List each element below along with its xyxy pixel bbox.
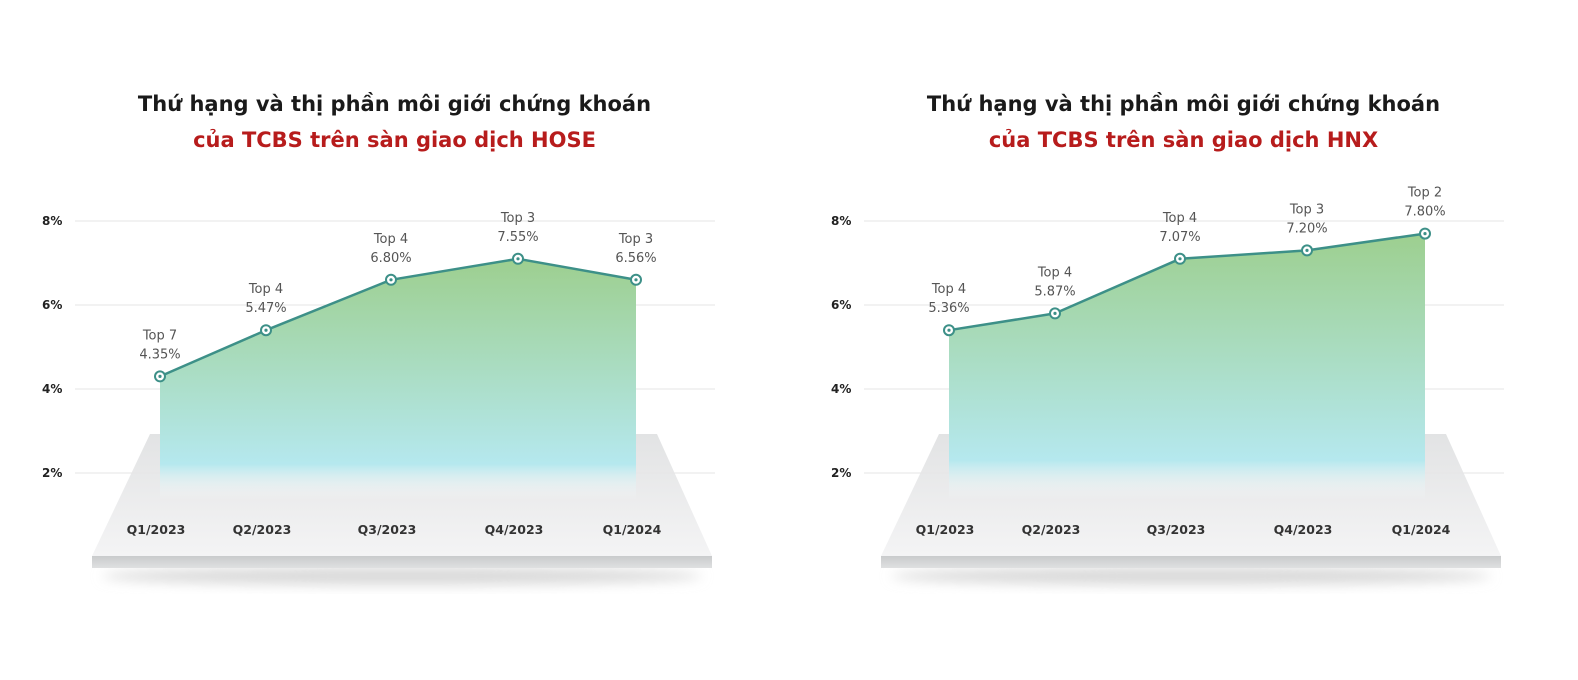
y-tick-label: 8%: [831, 214, 851, 228]
value-label: 5.87%: [1034, 284, 1075, 299]
rank-label: Top 4: [1162, 211, 1197, 226]
x-tick-label: Q4/2023: [1274, 522, 1333, 537]
rank-label: Top 4: [931, 282, 966, 297]
platform-shadow: [891, 567, 1491, 585]
x-tick-label: Q1/2023: [127, 522, 186, 537]
rank-label: Top 3: [1289, 202, 1324, 217]
area-chart-hose: 2% 4% 6% 8% Top 7 4.35% Q1/2023 Top 4 5.47% Q2/20…: [42, 211, 715, 585]
x-tick-label: Q2/2023: [233, 522, 292, 537]
chart-title-line2: của TCBS trên sàn giao dịch HOSE: [193, 128, 596, 152]
data-point-center: [1053, 311, 1057, 315]
data-point-center: [1423, 232, 1427, 236]
x-tick-label: Q1/2023: [916, 522, 975, 537]
value-label: 4.35%: [139, 347, 180, 362]
value-label: 7.80%: [1404, 205, 1445, 220]
y-tick-label: 4%: [42, 382, 62, 396]
value-label: 6.56%: [615, 251, 656, 266]
data-point-center: [264, 328, 268, 332]
data-point-center: [1178, 257, 1182, 261]
chart-hnx: Thứ hạng và thị phần môi giới chứng khoá…: [789, 0, 1578, 680]
data-point-center: [947, 328, 951, 332]
platform-edge: [92, 556, 712, 568]
x-tick-label: Q3/2023: [358, 522, 417, 537]
rank-label: Top 4: [248, 282, 283, 297]
rank-label: Top 4: [1037, 265, 1072, 280]
area-chart-hnx: 2% 4% 6% 8% Top 4 5.36% Q1/2023 Top 4 5.87% Q2/20…: [831, 186, 1504, 585]
y-tick-label: 2%: [831, 466, 851, 480]
x-tick-label: Q1/2024: [1392, 522, 1451, 537]
chart-title-line1: Thứ hạng và thị phần môi giới chứng khoá…: [926, 92, 1441, 116]
data-point-center: [1305, 248, 1309, 252]
data-point-center: [158, 374, 162, 378]
area-fill: [949, 233, 1425, 500]
platform-edge: [881, 556, 1501, 568]
y-tick-label: 8%: [42, 214, 62, 228]
x-tick-label: Q4/2023: [485, 522, 544, 537]
data-point-center: [389, 278, 393, 282]
y-tick-label: 6%: [42, 298, 62, 312]
rank-label: Top 2: [1407, 186, 1442, 201]
y-tick-label: 4%: [831, 382, 851, 396]
x-tick-label: Q3/2023: [1147, 522, 1206, 537]
x-tick-label: Q2/2023: [1022, 522, 1081, 537]
area-fill: [160, 258, 636, 500]
data-point-center: [634, 278, 638, 282]
y-tick-label: 6%: [831, 298, 851, 312]
data-point-center: [516, 257, 520, 261]
chart-title-line1: Thứ hạng và thị phần môi giới chứng khoá…: [137, 92, 652, 116]
chart-title-line2: của TCBS trên sàn giao dịch HNX: [988, 128, 1379, 152]
value-label: 7.20%: [1286, 221, 1327, 236]
chart-title: Thứ hạng và thị phần môi giới chứng khoá…: [789, 86, 1578, 158]
value-label: 7.07%: [1159, 230, 1200, 245]
platform-shadow: [102, 567, 702, 585]
value-label: 5.47%: [245, 301, 286, 316]
chart-title: Thứ hạng và thị phần môi giới chứng khoá…: [0, 86, 789, 158]
rank-label: Top 3: [618, 232, 653, 247]
rank-label: Top 4: [373, 232, 408, 247]
rank-label: Top 3: [500, 211, 535, 226]
rank-label: Top 7: [142, 328, 177, 343]
chart-hose: Thứ hạng và thị phần môi giới chứng khoá…: [0, 86, 789, 585]
value-label: 7.55%: [497, 230, 538, 245]
x-tick-label: Q1/2024: [603, 522, 662, 537]
y-tick-label: 2%: [42, 466, 62, 480]
value-label: 6.80%: [370, 251, 411, 266]
value-label: 5.36%: [928, 301, 969, 316]
